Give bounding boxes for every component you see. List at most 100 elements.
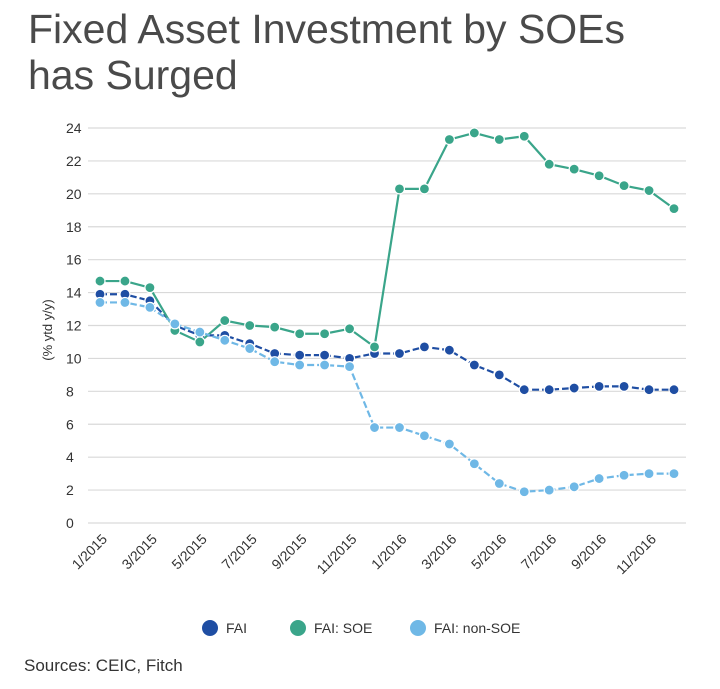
legend-item: FAI: non-SOE xyxy=(410,620,520,636)
x-tick-label: 9/2016 xyxy=(568,531,610,573)
data-point xyxy=(144,301,156,313)
data-point xyxy=(468,458,480,470)
data-point xyxy=(319,349,331,361)
data-point xyxy=(543,484,555,496)
data-point xyxy=(668,468,680,480)
data-point xyxy=(468,127,480,139)
data-point xyxy=(94,275,106,287)
data-point xyxy=(418,430,431,442)
data-point xyxy=(543,158,555,170)
y-tick-label: 14 xyxy=(66,285,82,301)
series-line xyxy=(100,131,675,349)
data-point xyxy=(568,481,580,493)
legend-label: FAI: SOE xyxy=(314,620,372,636)
y-tick-label: 0 xyxy=(66,515,74,531)
data-point xyxy=(643,184,655,197)
chart-title-line-2: has Surged xyxy=(28,52,238,98)
data-point xyxy=(393,421,406,434)
series-3 xyxy=(94,296,680,498)
data-point xyxy=(493,477,505,490)
data-point xyxy=(94,296,106,309)
y-tick-label: 22 xyxy=(66,153,82,169)
y-tick-label: 20 xyxy=(66,186,82,202)
y-axis-label: (% ytd y/y) xyxy=(40,299,55,360)
x-axis-ticks: 1/2015 3/2015 5/2015 7/2015 9/2015 11/2015 1/2… xyxy=(69,531,660,578)
series xyxy=(94,127,680,498)
data-point xyxy=(294,328,306,340)
data-point xyxy=(668,384,680,396)
data-point xyxy=(593,380,605,392)
data-point xyxy=(668,203,680,215)
y-tick-label: 2 xyxy=(66,482,74,498)
legend-label: FAI: non-SOE xyxy=(434,620,520,636)
data-point xyxy=(219,314,231,327)
data-point xyxy=(518,130,530,142)
data-point xyxy=(294,359,306,371)
x-tick-label: 7/2015 xyxy=(218,531,260,573)
data-point xyxy=(319,328,331,340)
data-point xyxy=(468,359,480,371)
data-point xyxy=(618,469,630,481)
data-point xyxy=(568,382,580,394)
chart-title: Fixed Asset Investment by SOEs has Surge… xyxy=(28,6,708,98)
legend-item: FAI: SOE xyxy=(290,620,372,636)
x-tick-label: 5/2016 xyxy=(468,531,510,573)
data-point xyxy=(319,359,331,371)
legend: FAI FAI: SOE FAI: non-SOE xyxy=(202,620,520,636)
data-point xyxy=(119,275,131,287)
legend-label: FAI xyxy=(226,620,247,636)
data-point xyxy=(343,361,356,373)
data-point xyxy=(269,356,281,368)
legend-marker xyxy=(410,620,426,636)
gridlines xyxy=(88,127,686,524)
data-point xyxy=(443,133,455,146)
data-point xyxy=(593,472,605,485)
x-tick-label: 1/2015 xyxy=(69,531,111,573)
data-point xyxy=(643,384,655,396)
chart-title-line-1: Fixed Asset Investment by SOEs xyxy=(28,6,626,52)
data-point xyxy=(418,183,431,195)
y-tick-label: 18 xyxy=(66,219,82,235)
series-1 xyxy=(94,288,680,396)
data-point xyxy=(543,384,555,396)
y-tick-label: 12 xyxy=(66,318,82,334)
data-point xyxy=(618,180,630,192)
y-tick-label: 4 xyxy=(66,449,74,465)
y-tick-label: 10 xyxy=(66,350,82,366)
x-tick-label: 7/2016 xyxy=(518,531,560,573)
x-tick-label: 3/2015 xyxy=(118,531,160,573)
legend-marker xyxy=(290,620,306,636)
data-point xyxy=(493,369,505,381)
data-point xyxy=(194,336,206,348)
data-point xyxy=(343,323,356,335)
data-point xyxy=(443,344,455,356)
data-point xyxy=(443,438,455,450)
data-point xyxy=(393,183,406,195)
data-point xyxy=(219,334,231,346)
y-tick-label: 16 xyxy=(66,252,82,268)
data-point xyxy=(593,170,605,182)
data-point xyxy=(119,296,131,309)
series-line xyxy=(100,293,674,391)
x-tick-label: 5/2015 xyxy=(168,531,210,573)
y-tick-label: 24 xyxy=(66,120,82,136)
data-point xyxy=(269,321,281,333)
data-point xyxy=(568,163,580,175)
series-line xyxy=(100,301,674,493)
x-tick-label: 11/2016 xyxy=(613,531,660,578)
legend-marker xyxy=(202,620,218,636)
data-point xyxy=(518,486,530,498)
series-2 xyxy=(94,127,680,353)
x-tick-label: 1/2016 xyxy=(368,531,410,573)
data-point xyxy=(194,326,206,338)
data-point xyxy=(393,347,406,360)
data-point xyxy=(618,380,630,392)
x-tick-label: 9/2015 xyxy=(268,531,310,573)
data-point xyxy=(294,349,306,361)
data-point xyxy=(518,384,530,396)
data-point xyxy=(169,318,181,330)
data-point xyxy=(643,468,655,480)
y-tick-label: 8 xyxy=(66,383,74,399)
y-tick-label: 6 xyxy=(66,416,74,432)
